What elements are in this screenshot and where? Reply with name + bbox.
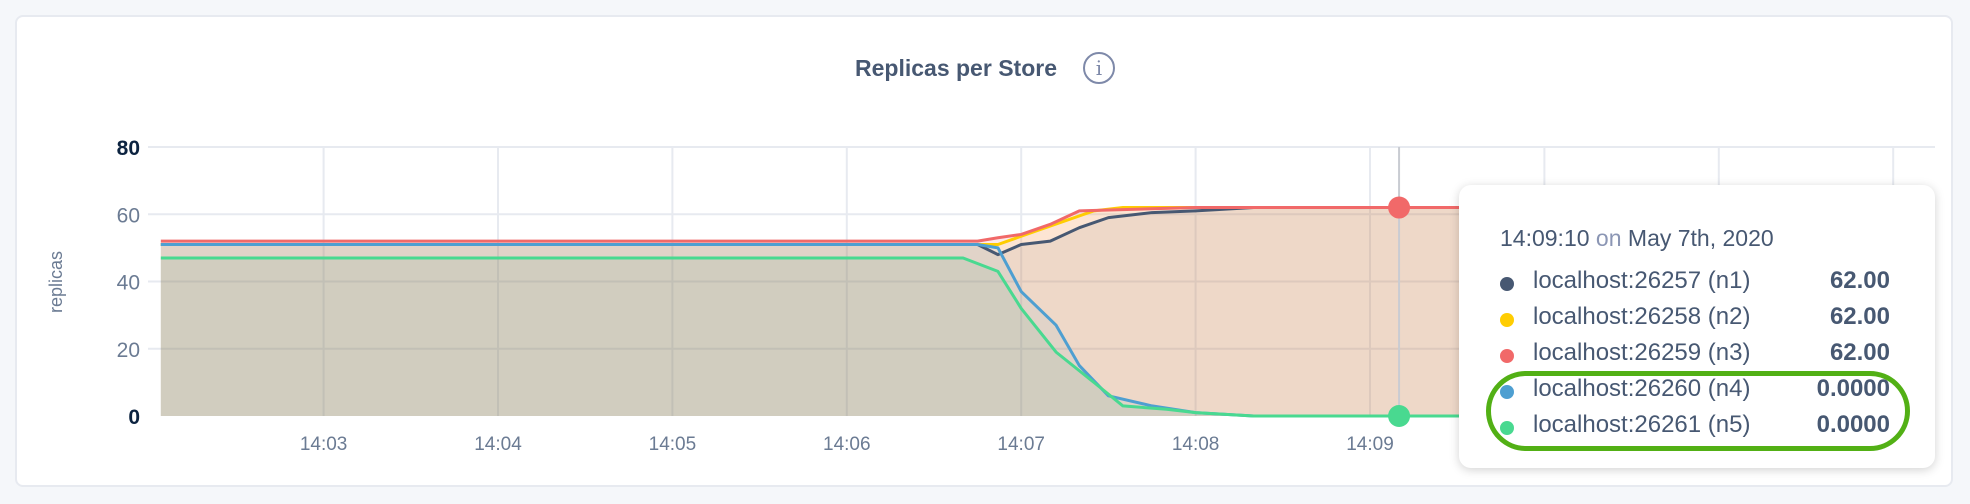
highlight-ellipse xyxy=(1486,371,1910,451)
hover-marker xyxy=(1388,405,1411,427)
tooltip-row-label: localhost:26257 (n1) xyxy=(1533,267,1751,294)
tooltip-row-label: localhost:26258 (n2) xyxy=(1533,303,1751,330)
tooltip-row-value: 62.00 xyxy=(1829,267,1890,294)
x-tick-label: 14:09 xyxy=(1346,434,1394,455)
tooltip-time: 14:09:10 xyxy=(1500,225,1590,251)
x-tick-label: 14:06 xyxy=(823,434,871,455)
x-tick-label: 14:03 xyxy=(300,434,348,455)
tooltip-row-value: 62.00 xyxy=(1829,303,1890,330)
series-area xyxy=(160,244,1934,416)
x-tick-label: 14:07 xyxy=(997,434,1045,455)
tooltip-row-label: localhost:26261 (n5) xyxy=(1533,411,1751,438)
y-axis-label: replicas xyxy=(46,251,66,313)
tooltip-timestamp: 14:09:10 on May 7th, 2020 xyxy=(1500,225,1774,252)
y-tick-label: 20 xyxy=(117,339,140,362)
series-dot-icon xyxy=(1500,277,1514,291)
series-area xyxy=(160,257,1934,416)
x-tick-label: 14:05 xyxy=(649,434,697,455)
series-line xyxy=(160,256,1934,418)
tooltip-row-label: localhost:26259 (n3) xyxy=(1533,339,1751,366)
info-circle-icon[interactable]: i xyxy=(1082,52,1115,84)
series-dot-icon xyxy=(1500,349,1514,363)
y-tick-label: 60 xyxy=(117,204,140,227)
tooltip-row: localhost:26258 (n2) 62.00 xyxy=(1500,303,1890,337)
series-line xyxy=(160,206,1934,257)
hover-marker xyxy=(1388,196,1411,219)
y-tick-label: 0 xyxy=(128,406,140,429)
y-tick-label: 80 xyxy=(117,137,140,160)
tooltip-row: localhost:26257 (n1) 62.00 xyxy=(1500,267,1890,301)
chart-tooltip: 14:09:10 on May 7th, 2020 localhost:2625… xyxy=(1459,185,1935,468)
x-tick-label: 14:04 xyxy=(474,434,522,455)
tooltip-row: localhost:26259 (n3) 62.00 xyxy=(1500,339,1890,373)
series-line xyxy=(160,206,1934,243)
chart-title: Replicas per Store i xyxy=(0,52,1970,84)
tooltip-on: on xyxy=(1595,225,1622,251)
chart-title-text: Replicas per Store xyxy=(855,54,1057,81)
tooltip-date: May 7th, 2020 xyxy=(1627,225,1774,251)
y-tick-label: 40 xyxy=(117,272,140,295)
x-tick-label: 14:08 xyxy=(1172,434,1220,455)
tooltip-row-value: 62.00 xyxy=(1829,339,1890,366)
series-dot-icon xyxy=(1500,313,1514,327)
tooltip-row-label: localhost:26260 (n4) xyxy=(1533,375,1751,402)
